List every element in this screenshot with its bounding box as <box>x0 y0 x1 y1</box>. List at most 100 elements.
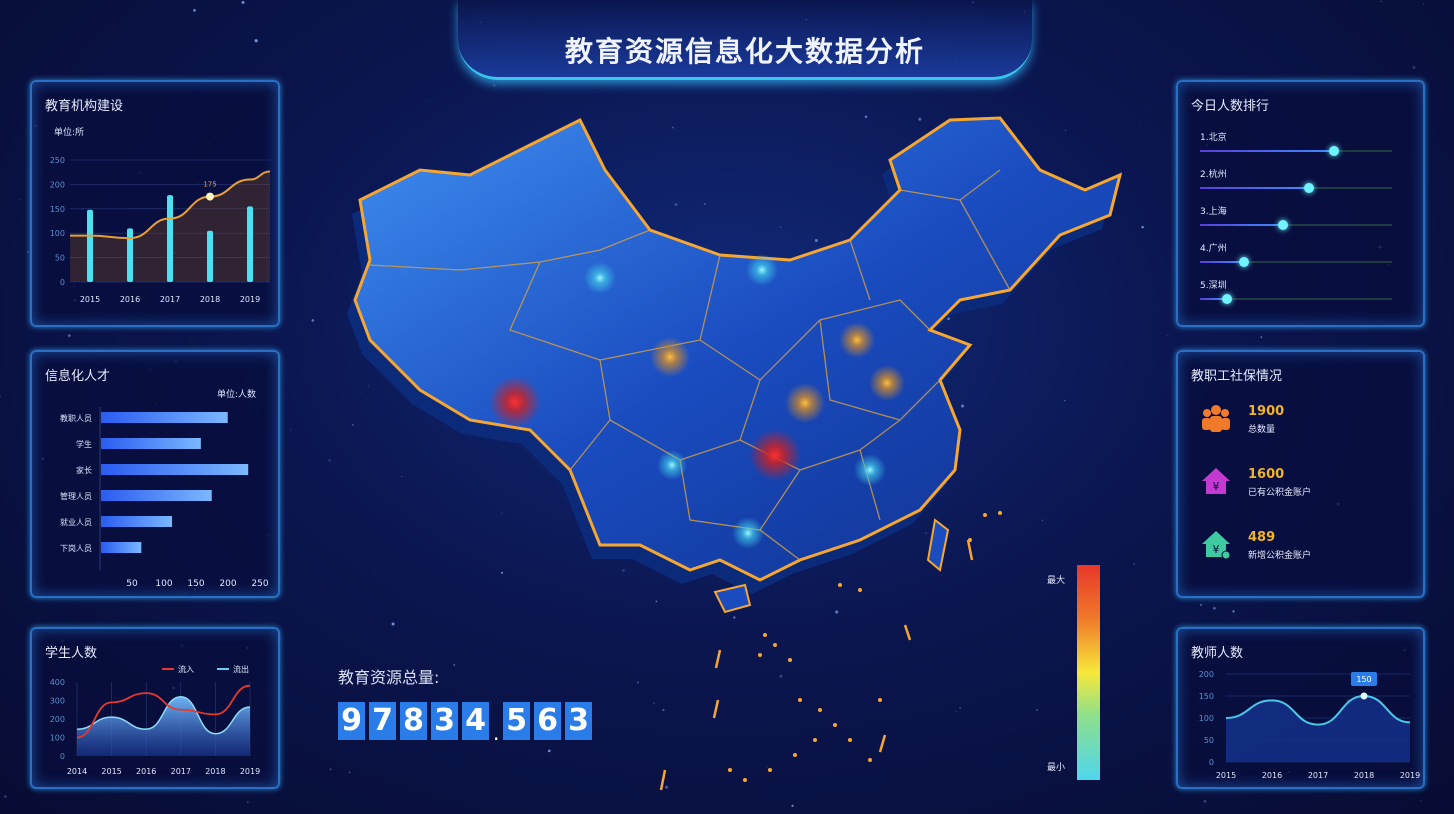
bar <box>207 230 213 282</box>
x-tick-label: 2019 <box>240 295 260 304</box>
rank-item[interactable]: 2.杭州 <box>1200 167 1392 193</box>
hotspot <box>839 322 875 358</box>
x-tick-label: 2019 <box>1400 771 1420 780</box>
star <box>1232 610 1235 613</box>
province-borders <box>369 169 1011 561</box>
svg-text:¥: ¥ <box>1213 543 1220 556</box>
x-tick-label: 50 <box>126 579 138 589</box>
teacher-line <box>1225 694 1411 726</box>
hotspot <box>650 337 690 377</box>
stat-value: 1900 <box>1248 403 1285 419</box>
island-dot <box>998 511 1002 515</box>
x-tick-label: 2017 <box>1308 771 1328 780</box>
legend-label: 流出 <box>233 664 249 674</box>
island-dot <box>793 753 797 757</box>
star <box>0 395 2 398</box>
star <box>900 80 902 82</box>
island-dot <box>798 698 802 702</box>
star <box>453 664 456 666</box>
island-dot <box>878 698 882 702</box>
y-tick-label: 150 <box>50 205 65 214</box>
x-tick-label: 2015 <box>101 767 121 776</box>
inflow-line <box>76 684 251 739</box>
panel-social-security: 教职工社保情况 1900 总数量 ¥1600 已有公积金账户 ¥489 新增公积金账户 <box>1176 350 1425 598</box>
unit-label: 单位:人数 <box>217 390 257 400</box>
x-tick-label: 2016 <box>1262 771 1282 780</box>
svg-text:¥: ¥ <box>1213 480 1220 493</box>
panel-title: 学生人数 <box>45 646 98 661</box>
star <box>835 610 839 614</box>
rank-item[interactable]: 5.深圳 <box>1200 278 1392 304</box>
hotspot <box>657 450 687 480</box>
star <box>391 622 395 626</box>
rank-item[interactable]: 4.广州 <box>1200 241 1392 267</box>
star <box>767 767 769 769</box>
highlight-point <box>1360 692 1368 700</box>
y-tick-label: 100 <box>50 229 65 238</box>
x-tick-label: 2015 <box>80 295 100 304</box>
star <box>328 459 331 462</box>
y-tick-label: 200 <box>1199 670 1214 679</box>
star <box>254 39 258 43</box>
star <box>290 428 292 431</box>
star <box>501 512 503 514</box>
rank-item[interactable]: 1.北京 <box>1200 130 1392 156</box>
bar <box>101 438 201 449</box>
y-tick-label: 0 <box>60 752 65 761</box>
island-dot <box>848 738 852 742</box>
x-tick-label: 2017 <box>171 767 191 776</box>
hotspot <box>746 254 778 286</box>
x-tick-label: 2018 <box>1354 771 1374 780</box>
counter-digit: 3 <box>565 702 592 740</box>
rank-knob <box>1221 294 1232 304</box>
house-add-icon: ¥ <box>1200 528 1234 562</box>
institutions-chart: 0 50 100 150 200 250 175 2015 2016 2017 2018 2019 <box>50 156 271 304</box>
social-stat: ¥489 新增公积金账户 <box>1200 528 1311 562</box>
stat-value: 1600 <box>1248 466 1285 482</box>
star <box>1148 110 1150 112</box>
x-tick-label: 2015 <box>1216 771 1236 780</box>
panel-students: 学生人数 0 100 200 300 400 2014 2015 2016 2017 2018 20… <box>30 627 280 789</box>
stat-label: 总数量 <box>1248 424 1276 435</box>
counter-digit: 3 <box>431 702 458 740</box>
decimal-point: . <box>493 721 500 745</box>
star <box>1065 129 1067 131</box>
star <box>241 0 245 4</box>
star <box>427 812 429 814</box>
hotspot <box>854 454 886 486</box>
star <box>1419 800 1422 802</box>
star <box>733 616 736 619</box>
y-tick-label: 400 <box>50 678 65 687</box>
star <box>1053 260 1055 261</box>
rank-fill <box>1200 261 1245 263</box>
boundary-dash <box>659 769 667 791</box>
counter-digit: 9 <box>338 702 365 740</box>
china-mainland[interactable] <box>353 116 1123 582</box>
rank-item[interactable]: 3.上海 <box>1200 204 1392 230</box>
legend-label: 流入 <box>178 664 194 674</box>
tooltip-value: 150 <box>1356 675 1371 684</box>
boundary-dash <box>878 734 887 753</box>
star <box>329 768 332 770</box>
rank-knob <box>1277 220 1288 230</box>
star <box>1260 336 1263 338</box>
panel-title: 教师人数 <box>1191 646 1244 661</box>
teachers-chart: 0 50 100 150 200 150 2015 2016 2017 2018 2019 <box>1199 670 1420 780</box>
rank-label: 1.北京 <box>1200 133 1227 143</box>
star <box>665 785 669 789</box>
stat-label: 新增公积金账户 <box>1248 550 1312 561</box>
island-dot <box>743 778 747 782</box>
star <box>864 115 868 118</box>
y-tick-label: 200 <box>50 715 65 724</box>
star <box>955 710 957 713</box>
panel-title: 今日人数排行 <box>1191 99 1270 114</box>
x-tick-label: 200 <box>219 579 236 589</box>
star <box>622 569 625 572</box>
y-tick-label: 50 <box>55 254 65 263</box>
y-tick-label: 250 <box>50 156 65 165</box>
star <box>959 707 961 709</box>
island-dot <box>728 768 732 772</box>
category-label: 家长 <box>76 465 92 475</box>
